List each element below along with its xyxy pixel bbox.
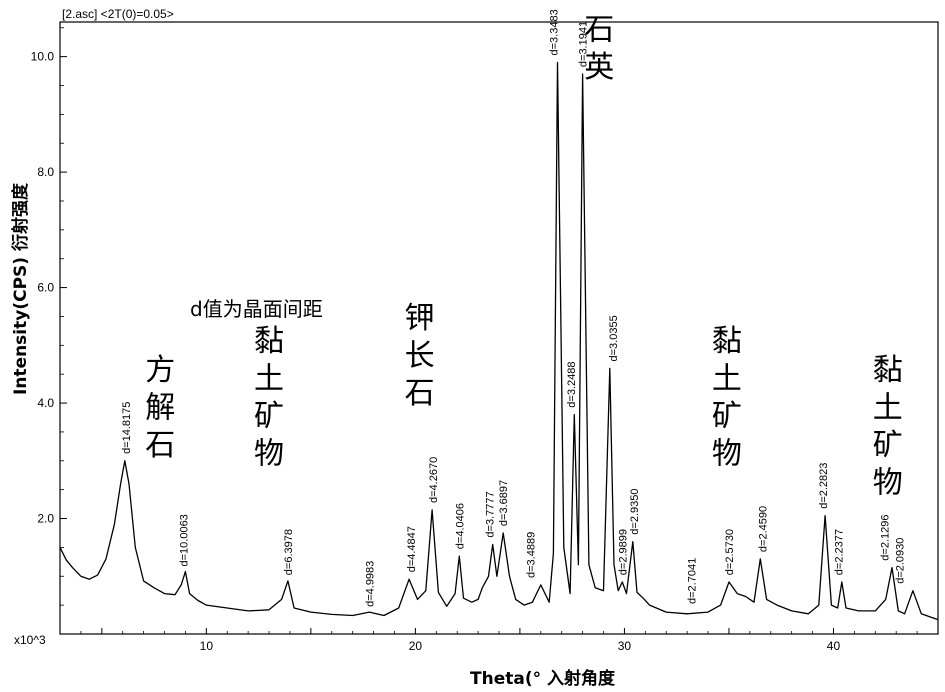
mineral-label: 石英 [584, 12, 614, 85]
peak-label: d=3.7777 [485, 491, 497, 537]
peak-label: d=3.4889 [525, 532, 537, 578]
x-tick-label: 10 [200, 639, 214, 653]
x-tick-label: 30 [618, 639, 632, 653]
x-axis-title: Theta(° 入射角度 [470, 668, 616, 689]
peak-label: d=2.9350 [629, 489, 641, 535]
peak-label: d=2.2823 [818, 463, 830, 509]
peak-label: d=14.8175 [121, 402, 133, 454]
peak-label: d=3.3483 [548, 9, 560, 55]
d-value-note: d值为晶面间距 [190, 297, 323, 321]
mineral-label: 黏土矿物 [712, 324, 742, 472]
peak-label: d=4.2670 [428, 457, 440, 503]
peak-labels: d=14.8175 d=10.0063 d=6.3978 d=4.9983 d=4.48… [121, 9, 906, 607]
mineral-label: 钾长石 [405, 301, 435, 411]
peak-label: d=2.1296 [880, 515, 892, 561]
diffraction-pattern-line [59, 61, 939, 621]
peak-label: d=3.0355 [608, 315, 620, 361]
chart-header: [2.asc] <2T(0)=0.05> [62, 7, 174, 21]
y-axis: 2.0 4.0 6.0 8.0 10.0 [31, 27, 67, 606]
peak-label: d=2.4590 [757, 506, 769, 552]
peak-label: d=2.7041 [686, 558, 698, 604]
peak-label: d=4.9983 [364, 561, 376, 607]
y-tick-label: 2.0 [37, 512, 54, 526]
plot-frame [59, 21, 939, 635]
peak-label: d=2.0930 [894, 538, 906, 584]
x-tick-label: 20 [409, 639, 423, 653]
peak-label: d=3.6897 [498, 480, 510, 526]
peak-label: d=2.9899 [617, 529, 629, 575]
peak-label: d=4.4847 [406, 526, 418, 572]
mineral-label: 黏土矿物 [873, 353, 903, 501]
y-axis-title: Intensity(CPS) 衍射强度 [10, 182, 31, 395]
mineral-label: 方解石 [145, 353, 175, 463]
y-tick-label: 10.0 [31, 50, 55, 64]
x-axis: 10 20 30 40 [80, 628, 939, 653]
peak-label: d=2.2377 [834, 529, 846, 575]
y-tick-label: 4.0 [37, 396, 54, 410]
y-unit-label: x10^3 [14, 633, 46, 647]
peak-label: d=6.3978 [283, 529, 295, 575]
peak-label: d=3.2488 [566, 362, 578, 408]
peak-label: d=3.1941 [578, 21, 590, 67]
x-tick-label: 40 [827, 639, 841, 653]
peak-label: d=2.5730 [724, 529, 736, 575]
mineral-label: 黏土矿物 [254, 324, 284, 472]
y-tick-label: 6.0 [37, 281, 54, 295]
peak-label: d=10.0063 [178, 514, 190, 566]
peak-label: d=4.0406 [454, 503, 466, 549]
y-tick-label: 8.0 [37, 165, 54, 179]
